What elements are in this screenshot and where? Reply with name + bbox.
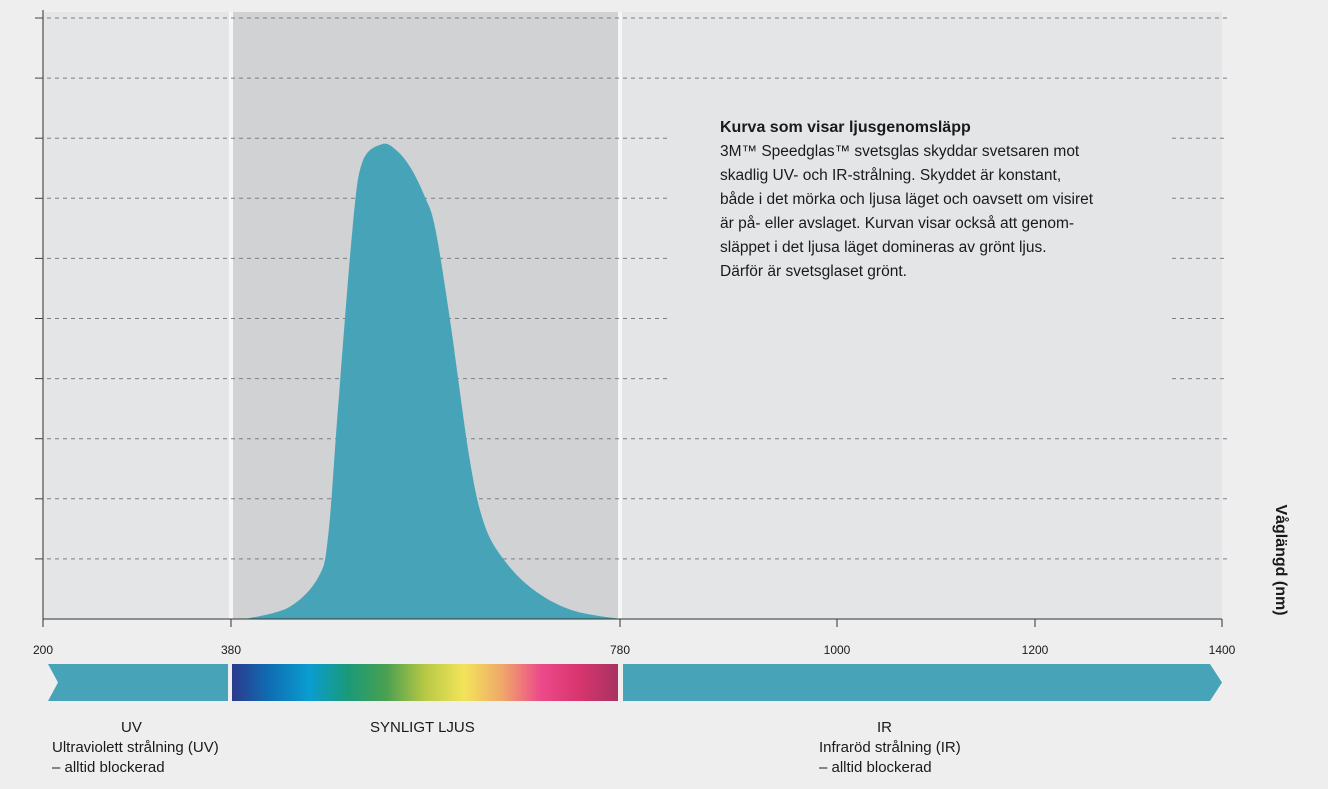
uv-title: UV — [121, 719, 142, 736]
transmission-curve — [245, 143, 620, 620]
region-separator — [229, 12, 233, 619]
visible-spectrum-band — [232, 664, 618, 701]
uv-band — [48, 664, 228, 701]
uv-status: – alltid blockerad — [52, 759, 165, 776]
x-tick-label: 1200 — [1022, 643, 1049, 657]
axes — [42, 10, 1223, 627]
uv-region-label: UV Ultraviolett strålning (UV) – alltid … — [52, 718, 219, 778]
x-tick-label: 1400 — [1209, 643, 1236, 657]
ir-band — [623, 664, 1222, 701]
annotation-title: Kurva som visar ljusgenomsläpp — [720, 119, 971, 136]
annotation-line: Därför är svetsglaset grönt. — [720, 263, 907, 280]
series-layer — [245, 143, 620, 620]
annotation-line: skadlig UV- och IR-strålning. Skyddet är… — [720, 167, 1062, 184]
region-separator — [618, 12, 622, 619]
ir-status: – alltid blockerad — [819, 759, 932, 776]
chart-annotation: Kurva som visar ljusgenomsläpp 3M™ Speed… — [720, 116, 1180, 284]
region-0 — [43, 12, 231, 619]
y-axis-label: Våglängd (nm) — [1272, 504, 1289, 616]
uv-description: Ultraviolett strålning (UV) — [52, 739, 219, 756]
annotation-line: 3M™ Speedglas™ svetsglas skyddar svetsar… — [720, 143, 1080, 160]
annotation-line: är på- eller avslaget. Kurvan visar ocks… — [720, 215, 1075, 232]
wavelength-regions — [43, 12, 1222, 619]
x-tick-label: 380 — [221, 643, 241, 657]
visible-title: SYNLIGT LJUS — [370, 719, 475, 736]
ir-region-label: IR Infraröd strålning (IR) – alltid bloc… — [819, 718, 961, 778]
spectrum-bands — [48, 664, 1222, 701]
region-2 — [620, 12, 1222, 619]
x-tick-label: 1000 — [824, 643, 851, 657]
gridlines — [35, 17, 1228, 560]
x-tick-label: 780 — [610, 643, 630, 657]
ir-title: IR — [877, 719, 892, 736]
y-axis-label-box: Våglängd (nm) — [1268, 490, 1292, 630]
annotation-line: både i det mörka och ljusa läget och oav… — [720, 191, 1094, 208]
ir-description: Infraröd strålning (IR) — [819, 739, 961, 756]
annotation-line: släppet i det ljusa läget domineras av g… — [720, 239, 1047, 256]
x-tick-label: 200 — [33, 643, 53, 657]
x-tick-labels: 200 380 780 1000 1200 1400 — [33, 643, 1236, 657]
visible-region-label: SYNLIGT LJUS — [370, 718, 475, 738]
